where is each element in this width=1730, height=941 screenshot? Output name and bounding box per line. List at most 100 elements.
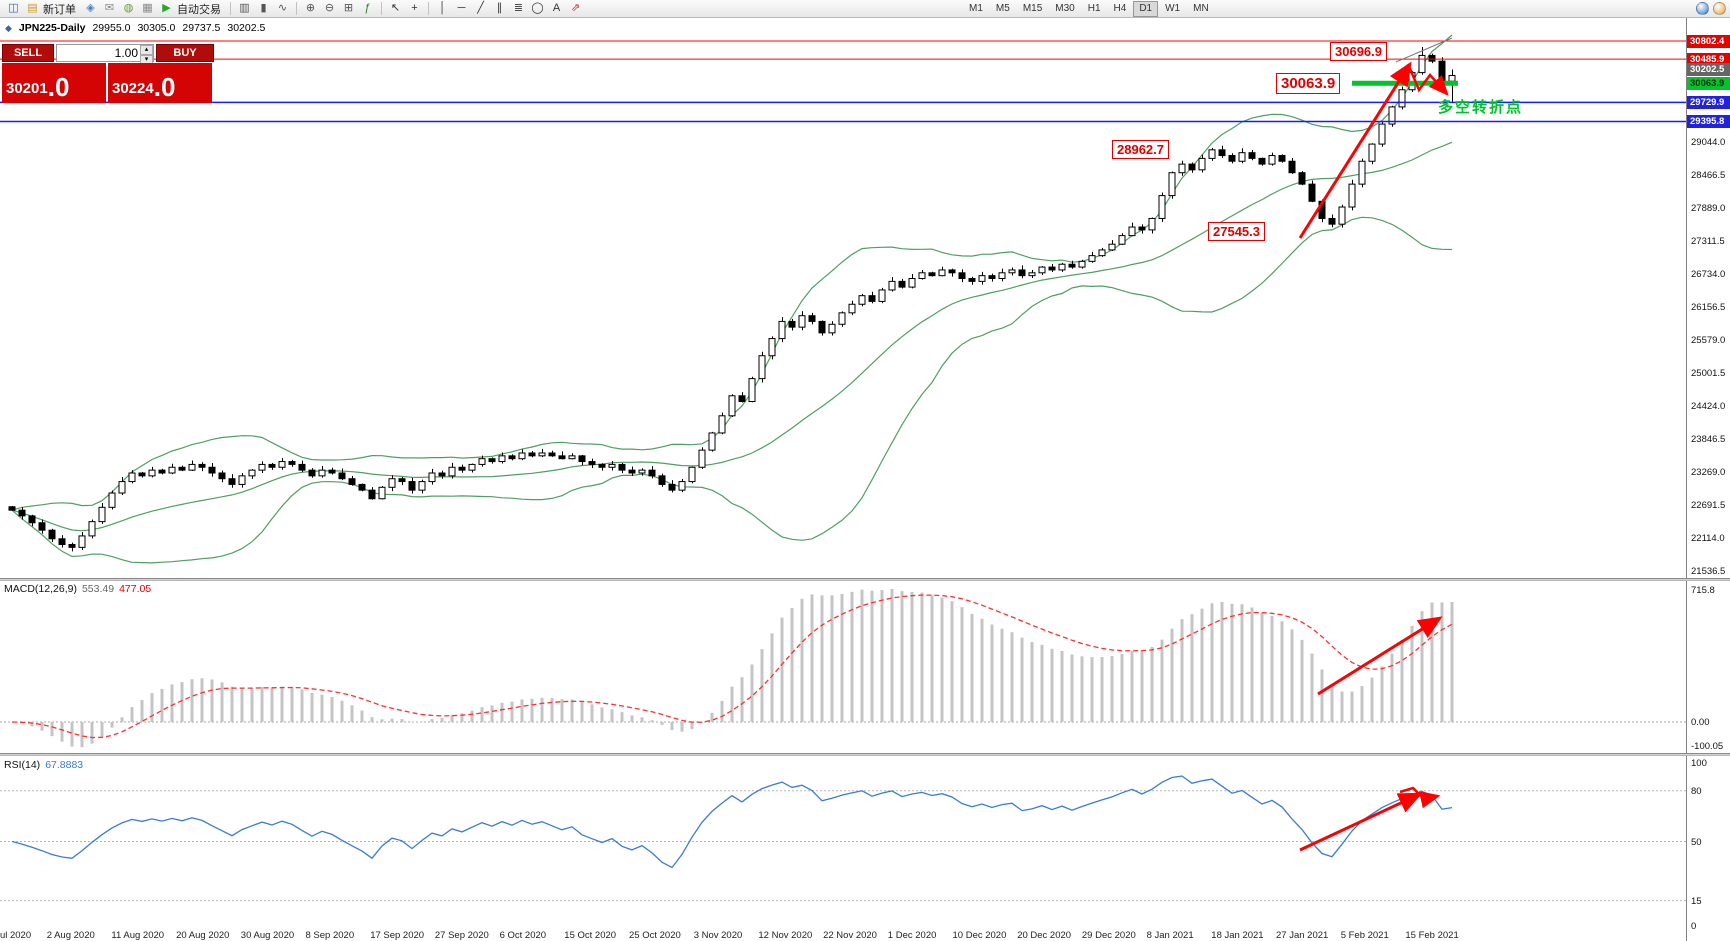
sell-price-display[interactable]: 30201.0 — [2, 63, 106, 103]
candlestick-chart-icon[interactable]: ▮ — [260, 2, 267, 14]
vline-icon[interactable]: │ — [439, 2, 446, 14]
trendline-icon[interactable]: ╱ — [477, 2, 484, 14]
date-label: 15 Feb 2021 — [1405, 930, 1459, 941]
timeframe-m1-button[interactable]: M1 — [969, 3, 983, 14]
price-tick-label: 26734.0 — [1691, 268, 1726, 280]
date-label: 27 Sep 2020 — [434, 930, 489, 941]
news-alert-icon[interactable] — [1713, 2, 1726, 15]
buy-button[interactable]: BUY — [156, 44, 214, 62]
chart-window-icon: ◆ — [5, 22, 12, 33]
macd-scale-label: -100.05 — [1691, 741, 1724, 752]
price-annotation-box[interactable]: 30063.9 — [1276, 73, 1341, 94]
price-tick-label: 27889.0 — [1691, 202, 1726, 214]
rsi-scale-label: 15 — [1691, 895, 1702, 907]
macd-name: MACD(12,26,9) — [4, 583, 77, 595]
timeframe-m15-button[interactable]: M15 — [1022, 3, 1043, 14]
price-level-badge-red: 30485.9 — [1687, 52, 1730, 66]
crosshair-icon[interactable]: + — [411, 2, 418, 14]
date-label: 11 Aug 2020 — [111, 930, 165, 941]
toolbar-separator — [296, 2, 297, 15]
time-axis[interactable]: 23 Jul 2020 2 Aug 2020 11 Aug 2020 20 Aug 2… — [0, 929, 1686, 941]
lot-size-field: ▴ ▾ — [56, 44, 154, 65]
lot-increase-button[interactable]: ▴ — [140, 45, 153, 55]
timeframe-w1-button[interactable]: W1 — [1165, 3, 1181, 14]
buy-price-main: 30224 — [112, 80, 154, 97]
date-label: 5 Feb 2021 — [1340, 930, 1389, 941]
price-level-badge-blue: 29395.8 — [1687, 114, 1730, 128]
hline-icon[interactable]: ─ — [457, 2, 466, 14]
price-annotation-box[interactable]: 30696.9 — [1330, 42, 1387, 61]
ohlc-low-value: 29737.5 — [182, 22, 221, 34]
date-label: 22 Nov 2020 — [823, 930, 877, 941]
autotrading-icon[interactable]: ▶ — [162, 2, 171, 14]
price-tick-label: 23269.0 — [1691, 466, 1726, 478]
ohlc-high-value: 30305.0 — [137, 22, 176, 34]
date-label: 29 Dec 2020 — [1081, 930, 1136, 941]
zoom-in-icon[interactable]: ⊕ — [305, 2, 316, 14]
price-tick-label: 21536.5 — [1691, 566, 1726, 577]
timeframe-m30-button[interactable]: M30 — [1055, 3, 1075, 14]
timeframe-h4-button[interactable]: H4 — [1113, 3, 1127, 14]
new-order-icon[interactable]: ▤ — [27, 2, 38, 14]
sell-price-main: 30201 — [6, 80, 48, 97]
price-tick-label: 24424.0 — [1691, 400, 1726, 412]
price-level-badge-dark: 30202.5 — [1687, 62, 1730, 76]
timeframe-m5-button[interactable]: M5 — [995, 3, 1010, 14]
macd-scale-label: 0.00 — [1691, 717, 1710, 728]
lot-size-input[interactable] — [57, 45, 140, 61]
new-chart-icon[interactable]: ◫ — [8, 2, 19, 14]
new-order-label: 新订单 — [43, 3, 76, 16]
panel-separator[interactable] — [0, 578, 1730, 581]
mql5-community-icon[interactable] — [1696, 2, 1709, 15]
price-tick-label: 27311.5 — [1691, 235, 1725, 247]
arrows-tool-icon[interactable]: ⇗ — [570, 2, 581, 14]
rsi-value: 67.8883 — [45, 759, 84, 771]
chart-title-bar: ◆ JPN225-Daily 29955.0 30305.0 29737.5 3… — [5, 22, 265, 34]
chart-symbol: JPN225-Daily — [18, 22, 86, 34]
channel-icon[interactable]: ∥ — [496, 2, 503, 14]
timeframe-h1-button[interactable]: H1 — [1087, 3, 1101, 14]
price-annotation-box[interactable]: 27545.3 — [1208, 222, 1265, 241]
price-tick-label: 22114.0 — [1691, 532, 1725, 544]
shapes-icon[interactable]: ◯ — [531, 2, 544, 14]
date-label: 17 Sep 2020 — [370, 930, 425, 941]
date-label: 18 Jan 2021 — [1211, 930, 1264, 941]
date-label: 1 Dec 2020 — [887, 930, 937, 941]
cursor-icon[interactable]: ↖ — [390, 2, 401, 14]
price-level-badge-green: 30063.9 — [1687, 76, 1730, 90]
data-window-icon[interactable]: ✉ — [104, 2, 115, 14]
toolbar-separator — [381, 2, 382, 15]
turning-point-label[interactable]: 多空转折点 — [1438, 99, 1524, 116]
tile-windows-icon[interactable]: ⊞ — [343, 2, 354, 14]
toolbar-separator — [428, 2, 429, 15]
rsi-scale-label: 100 — [1691, 758, 1707, 769]
sell-button[interactable]: SELL — [2, 44, 54, 62]
bar-chart-icon[interactable]: ▥ — [239, 2, 250, 14]
timeframe-d1-button[interactable]: D1 — [1133, 1, 1159, 17]
price-level-badge-blue: 29729.9 — [1687, 95, 1730, 109]
price-axis[interactable]: 29044.0 28466.5 27889.0 27311.5 26734.0 26156… — [1687, 18, 1730, 932]
rsi-name: RSI(14) — [4, 759, 41, 771]
navigator-icon[interactable]: ◍ — [123, 2, 134, 14]
line-chart-icon[interactable]: ∿ — [277, 2, 288, 14]
panel-separator[interactable] — [0, 753, 1730, 756]
macd-scale-label: 715.8 — [1691, 585, 1715, 596]
price-tick-label: 23846.5 — [1691, 433, 1726, 445]
price-annotation-box[interactable]: 28962.7 — [1112, 140, 1169, 159]
toolbar-right-icons — [1696, 2, 1726, 15]
main-toolbar: ◫ ▤ 新订单 ◈ ✉ ◍ ▦ ▶ 自动交易 ▥ ▮ ∿ ⊕ ⊖ ⊞ ƒ ↖ + │ ─ ╱ ∥ ≣ ◯ A ⇗ M1 M5 M15 M… — [0, 0, 1730, 18]
fibonacci-icon[interactable]: ≣ — [513, 2, 524, 14]
terminal-icon[interactable]: ▦ — [142, 2, 153, 14]
price-tick-label: 22691.5 — [1691, 499, 1726, 511]
indicators-icon[interactable]: ƒ — [364, 2, 371, 14]
one-click-trading-panel: SELL ▴ ▾ BUY 30201.0 30224.0 — [2, 44, 214, 103]
buy-price-display[interactable]: 30224.0 — [108, 63, 212, 103]
toolbar-separator — [230, 2, 231, 15]
market-watch-icon[interactable]: ◈ — [86, 2, 95, 14]
timeframe-mn-button[interactable]: MN — [1193, 3, 1209, 14]
date-label: 25 Oct 2020 — [629, 930, 681, 941]
text-icon[interactable]: A — [552, 2, 561, 14]
zoom-out-icon[interactable]: ⊖ — [324, 2, 335, 14]
